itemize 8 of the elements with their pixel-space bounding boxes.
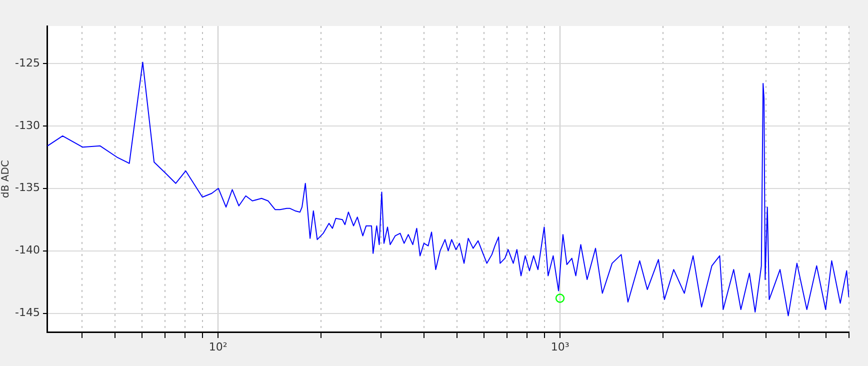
x-tick-label: 10³ bbox=[550, 340, 570, 354]
y-tick-label: -145 bbox=[15, 306, 40, 320]
y-axis-title: dB ADC bbox=[0, 160, 12, 198]
x-tick-label: 10² bbox=[208, 340, 228, 354]
y-tick-label: -130 bbox=[15, 118, 40, 132]
y-tick-label: -135 bbox=[15, 181, 40, 194]
y-tick-label: -140 bbox=[15, 244, 40, 257]
y-tick-label: -125 bbox=[15, 56, 40, 70]
